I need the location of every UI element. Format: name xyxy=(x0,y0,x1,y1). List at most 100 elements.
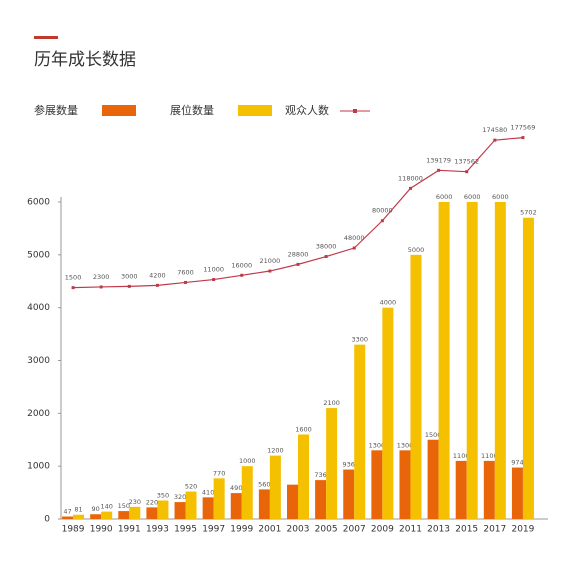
y-tick-label: 3000 xyxy=(27,356,50,366)
value-label: 118000 xyxy=(398,174,423,182)
x-tick-label: 2019 xyxy=(511,525,534,535)
x-tick-label: 2009 xyxy=(371,525,394,535)
line-marker xyxy=(324,255,328,259)
value-label: 2300 xyxy=(93,273,110,281)
line-marker xyxy=(155,283,159,287)
bar xyxy=(230,493,242,519)
value-label: 4200 xyxy=(149,271,166,279)
value-label: 174580 xyxy=(482,126,507,134)
bar xyxy=(62,516,74,519)
bar xyxy=(101,511,113,519)
bar xyxy=(118,511,130,519)
value-label: 140 xyxy=(100,503,112,511)
value-label: 350 xyxy=(157,492,169,500)
x-tick-label: 1999 xyxy=(230,525,253,535)
bar xyxy=(466,202,478,519)
y-tick-label: 4000 xyxy=(27,303,50,313)
value-label: 11000 xyxy=(203,266,224,274)
bar xyxy=(483,460,495,519)
y-tick-label: 1000 xyxy=(27,462,50,472)
value-label: 139179 xyxy=(426,156,451,164)
line-marker xyxy=(71,286,75,290)
value-label: 5000 xyxy=(408,246,425,254)
line-marker xyxy=(268,269,272,273)
bar xyxy=(427,439,439,519)
legend-swatch xyxy=(102,105,136,116)
bar xyxy=(438,202,450,519)
value-label: 936 xyxy=(343,461,355,469)
value-label: 177569 xyxy=(511,124,536,132)
title-accent xyxy=(34,36,58,39)
bar xyxy=(315,480,327,519)
value-label: 2100 xyxy=(323,399,340,407)
value-label: 1100 xyxy=(453,452,470,460)
legend-marker xyxy=(353,109,357,113)
bar xyxy=(522,217,534,520)
bar xyxy=(371,450,383,519)
value-label: 1100 xyxy=(481,452,498,460)
value-label: 137562 xyxy=(454,158,479,166)
value-label: 81 xyxy=(74,506,82,514)
line-marker xyxy=(437,168,441,172)
line-marker xyxy=(184,280,188,284)
value-label: 230 xyxy=(129,498,141,506)
bar xyxy=(185,491,197,519)
value-label: 1000 xyxy=(239,457,256,465)
line-marker xyxy=(296,262,300,266)
bar xyxy=(241,466,253,519)
value-label: 5702 xyxy=(520,209,537,217)
value-label: 1600 xyxy=(295,425,312,433)
value-label: 6000 xyxy=(436,193,453,201)
x-tick-label: 2005 xyxy=(315,525,338,535)
x-tick-label: 1995 xyxy=(174,525,197,535)
line-marker xyxy=(493,138,497,142)
value-label: 47 xyxy=(63,508,71,516)
x-tick-label: 2015 xyxy=(455,525,478,535)
bar xyxy=(494,202,506,519)
value-label: 16000 xyxy=(231,261,252,269)
line-marker xyxy=(240,273,244,277)
bar xyxy=(354,344,366,519)
bar xyxy=(146,507,158,519)
value-label: 410 xyxy=(202,488,214,496)
value-label: 490 xyxy=(230,484,242,492)
x-tick-label: 2017 xyxy=(483,525,506,535)
value-label: 560 xyxy=(258,480,270,488)
value-label: 220 xyxy=(146,498,158,506)
bar xyxy=(90,514,102,519)
bar xyxy=(298,434,309,519)
value-label: 21000 xyxy=(260,257,281,265)
value-label: 736 xyxy=(314,471,326,479)
value-label: 6000 xyxy=(492,193,509,201)
value-label: 90 xyxy=(92,505,100,513)
value-label: 150 xyxy=(118,502,130,510)
bar xyxy=(157,500,169,519)
chart-title: 历年成长数据 xyxy=(34,50,136,70)
y-tick-label: 5000 xyxy=(27,250,50,260)
bar xyxy=(258,489,270,519)
value-label: 3300 xyxy=(351,336,368,344)
bar xyxy=(202,497,214,519)
x-tick-label: 1990 xyxy=(90,525,113,535)
x-tick-label: 2001 xyxy=(258,525,281,535)
x-tick-label: 1989 xyxy=(62,525,85,535)
legend-swatch xyxy=(238,105,272,116)
y-tick-label: 0 xyxy=(44,515,50,525)
bar xyxy=(399,450,411,519)
value-label: 1200 xyxy=(267,447,284,455)
value-label: 770 xyxy=(213,469,225,477)
x-tick-label: 1997 xyxy=(202,525,225,535)
line-marker xyxy=(99,285,103,289)
line-marker xyxy=(380,219,384,223)
y-tick-label: 2000 xyxy=(27,409,50,419)
value-label: 28800 xyxy=(288,250,309,258)
value-label: 3000 xyxy=(121,272,138,280)
bar xyxy=(382,307,394,519)
line-marker xyxy=(127,284,131,288)
x-tick-label: 1993 xyxy=(146,525,169,535)
value-label: 7600 xyxy=(177,268,194,276)
value-label: 320 xyxy=(174,493,186,501)
legend-label: 参展数量 xyxy=(34,103,78,117)
value-label: 1500 xyxy=(65,274,82,282)
